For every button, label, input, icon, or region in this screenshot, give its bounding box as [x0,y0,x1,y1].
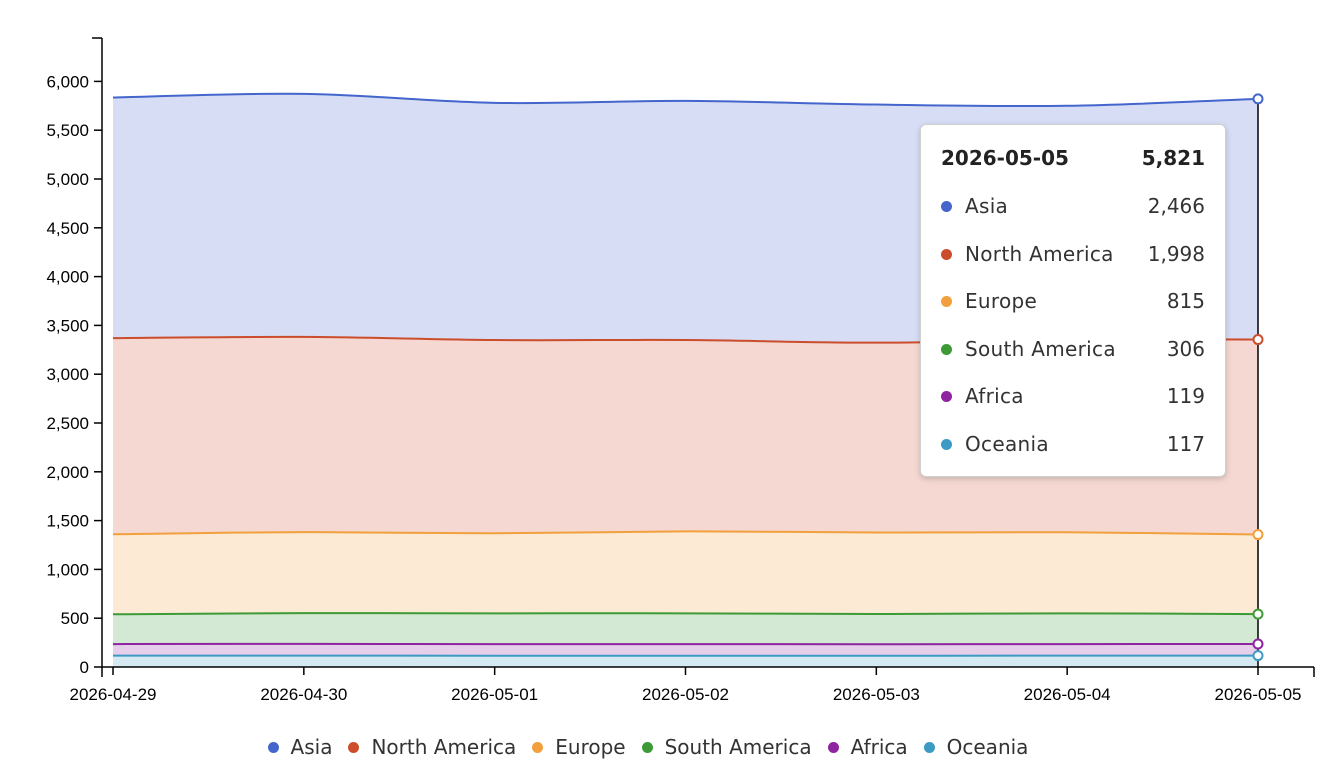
south-america-dot-icon [941,343,952,355]
y-tick-label: 3,500 [46,316,89,335]
europe-dot-icon [941,295,952,307]
tooltip-label: Europe [965,289,1038,313]
tooltip-label: Oceania [965,432,1049,456]
y-tick-label: 4,500 [46,219,89,238]
legend-item-europe[interactable]: Europe [532,735,626,759]
oceania-area [113,655,1258,667]
y-tick-label: 5,000 [46,170,89,189]
y-tick-label: 6,000 [46,72,89,91]
tooltip-label: Africa [965,384,1024,408]
x-tick-label: 2026-05-04 [1024,685,1111,704]
x-tick-label: 2026-05-05 [1215,685,1302,704]
legend-item-north-america[interactable]: North America [348,735,516,759]
y-tick-label: 2,000 [46,463,89,482]
legend-item-africa[interactable]: Africa [827,735,908,759]
legend-item-asia[interactable]: Asia [267,735,333,759]
y-tick-label: 5,500 [46,121,89,140]
legend-item-south-america[interactable]: South America [641,735,812,759]
hover-markers [1252,93,1264,662]
hover-tooltip: 2026-05-05 5,821 Asia 2,466 North Americ… [920,124,1226,477]
oceania-hover-marker [1252,650,1264,662]
y-axis: 0 500 1,000 1,500 2,000 2,500 3,000 3,500 4,000 4… [46,37,103,677]
asia-line [112,92,1259,108]
legend-label: Africa [850,735,908,759]
y-tick-label: 500 [61,609,89,628]
north-america-hover-marker [1252,334,1264,346]
tooltip-row-africa: Africa 119 [941,382,1205,410]
legend-label: Oceania [946,735,1029,759]
tooltip-value: 306 [1166,337,1205,361]
legend-label: South America [664,735,812,759]
tooltip-label: Asia [965,194,1009,218]
asia-dot-icon [267,741,279,753]
tooltip-row-oceania: Oceania 117 [941,430,1205,458]
chart-legend: Asia North America Europe South America … [0,733,1296,761]
y-tick-label: 1,500 [46,512,89,531]
europe-hover-marker [1252,529,1264,541]
tooltip-value: 1,998 [1147,242,1205,266]
africa-dot-icon [941,390,952,402]
north-america-dot-icon [941,248,952,260]
x-axis: 2026-04-29 2026-04-30 2026-05-01 2026-05-02… [70,666,1315,704]
tooltip-label: North America [965,242,1114,266]
legend-label: Asia [290,735,333,759]
tooltip-value: 117 [1166,432,1205,456]
x-tick-label: 2026-05-03 [833,685,920,704]
tooltip-row-asia: Asia 2,466 [941,192,1205,220]
south-america-dot-icon [641,741,653,753]
tooltip-label: South America [965,337,1116,361]
oceania-dot-icon [923,741,935,753]
x-tick-label: 2026-04-29 [70,685,157,704]
x-tick-label: 2026-04-30 [260,685,347,704]
tooltip-date: 2026-05-05 [941,146,1069,170]
africa-hover-marker [1252,638,1264,650]
x-tick-label: 2026-05-02 [642,685,729,704]
europe-area [113,531,1258,615]
x-tick-label: 2026-05-01 [451,685,538,704]
y-tick-label: 1,000 [46,560,89,579]
tooltip-header: 2026-05-05 5,821 [941,146,1205,174]
asia-dot-icon [941,200,952,212]
oceania-dot-icon [941,438,952,450]
asia-hover-marker [1252,93,1264,105]
north-america-dot-icon [348,741,360,753]
tooltip-row-north-america: North America 1,998 [941,240,1205,268]
legend-label: Europe [555,735,626,759]
europe-line [112,530,1259,536]
tooltip-value: 2,466 [1147,194,1205,218]
africa-area [113,643,1258,656]
legend-item-oceania[interactable]: Oceania [923,735,1029,759]
y-tick-label: 3,000 [46,365,89,384]
europe-dot-icon [532,741,544,753]
tooltip-total: 5,821 [1141,146,1205,170]
tooltip-row-europe: Europe 815 [941,287,1205,315]
tooltip-value: 119 [1166,384,1205,408]
tooltip-row-south-america: South America 306 [941,335,1205,363]
south-america-line [112,612,1259,616]
africa-dot-icon [827,741,839,753]
y-tick-label: 4,000 [46,268,89,287]
y-tick-label: 0 [80,658,89,677]
tooltip-value: 815 [1166,289,1205,313]
south-america-area [113,613,1258,645]
y-tick-label: 2,500 [46,414,89,433]
legend-label: North America [371,735,517,759]
south-america-hover-marker [1252,608,1264,620]
